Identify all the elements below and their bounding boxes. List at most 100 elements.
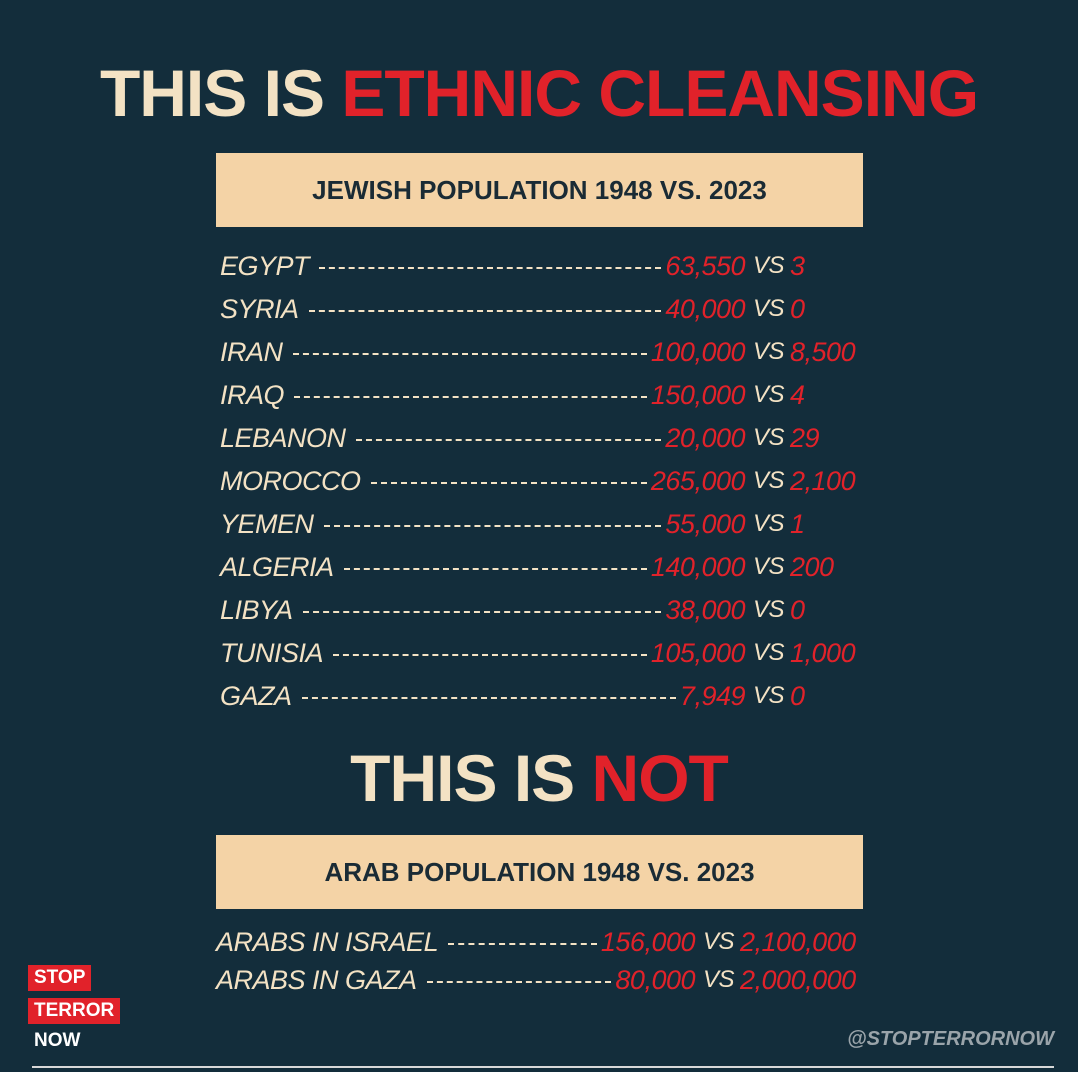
value-1948: 150,000 [650,379,746,410]
separator: VS [753,381,785,408]
title-lead: THIS IS [99,56,325,130]
row: ALGERIA 140,000 VS 200 [220,549,834,585]
leader [302,611,662,613]
row-left: ARABS IN ISRAEL 156,000 [216,926,696,958]
separator: VS [753,510,785,537]
leader [426,981,612,983]
value-1948: 40,000 [665,293,745,324]
value-1948: 105,000 [650,637,746,668]
row-left: EGYPT 63,550 [220,251,745,282]
place: ARABS IN ISRAEL [216,926,439,957]
value-1948: 100,000 [650,336,746,367]
row-left: LEBANON 20,000 [220,423,745,454]
value-2023: 8,500 [790,336,856,367]
separator: VS [753,252,785,279]
row: YEMEN 55,000 VS 1 [220,506,805,542]
value-1948: 265,000 [650,465,746,496]
row: ARABS IN ISRAEL 156,000 VS 2,100,000 [216,924,856,960]
subtitle-lead: THIS IS [350,741,575,815]
place: EGYPT [220,250,310,281]
place: LEBANON [220,422,346,453]
row-left: MOROCCO 265,000 [220,465,746,497]
leader [343,568,647,570]
place: LIBYA [220,594,293,625]
value-2023: 2,100 [790,465,856,496]
value-2023: 0 [790,293,805,324]
row: ARABS IN GAZA 80,000 VS 2,000,000 [216,962,856,998]
place: MOROCCO [220,465,361,496]
value-2023: 0 [790,594,805,625]
leader [448,943,597,945]
value-1948: 38,000 [665,594,745,625]
value-1948: 7,949 [679,680,746,711]
title: THIS IS ETHNIC CLEANSING [0,55,1078,131]
place: ALGERIA [220,551,334,582]
subtitle: THIS IS NOT [0,740,1078,816]
separator: VS [753,467,785,494]
logo-stop: STOP [28,965,92,991]
row: LIBYA 38,000 VS 0 [220,592,805,628]
value-1948: 140,000 [650,551,746,582]
value-2023: 4 [790,379,805,410]
row-left: ARABS IN GAZA 80,000 [216,965,695,996]
row: EGYPT 63,550 VS 3 [220,248,805,284]
place: GAZA [220,680,292,711]
value-1948: 156,000 [600,926,696,957]
row: MOROCCO 265,000 VS 2,100 [220,463,856,499]
row-left: TUNISIA 105,000 [220,637,746,669]
row-left: GAZA 7,949 [220,680,746,712]
row-left: LIBYA 38,000 [220,595,745,626]
separator: VS [753,338,785,365]
leader [370,482,647,484]
section-header: ARAB POPULATION 1948 VS. 2023 [216,835,863,909]
value-2023: 29 [790,422,820,453]
subtitle-highlight: NOT [591,741,729,815]
leader [301,697,676,699]
row: IRAN 100,000 VS 8,500 [220,334,856,370]
value-2023: 1 [790,508,805,539]
value-2023: 2,100,000 [740,926,856,957]
logo-now: NOW [34,1030,81,1051]
row: LEBANON 20,000 VS 29 [220,420,820,456]
value-2023: 2,000,000 [740,964,856,995]
place: IRAQ [220,379,285,410]
row: TUNISIA 105,000 VS 1,000 [220,635,856,671]
place: SYRIA [220,293,299,324]
value-1948: 55,000 [665,508,745,539]
leader [294,396,647,398]
leader [319,267,662,269]
leader [323,525,662,527]
handle: @STOPTERRORNOW [847,1028,1054,1050]
leader [292,353,647,355]
logo-terror: TERROR [28,998,121,1024]
leader [355,439,662,441]
row: IRAQ 150,000 VS 4 [220,377,805,413]
value-2023: 3 [790,250,805,281]
section-header: JEWISH POPULATION 1948 VS. 2023 [216,153,863,227]
row-left: SYRIA 40,000 [220,294,745,325]
value-1948: 63,550 [665,250,745,281]
separator: VS [753,639,785,666]
leader [333,654,647,656]
separator: VS [703,966,735,993]
leader [308,310,662,312]
row: SYRIA 40,000 VS 0 [220,291,805,327]
separator: VS [753,553,785,580]
separator: VS [753,682,785,709]
value-1948: 20,000 [665,422,745,453]
separator: VS [753,596,785,623]
place: IRAN [220,336,283,367]
separator: VS [753,424,785,451]
place: ARABS IN GAZA [216,964,417,995]
place: TUNISIA [220,637,324,668]
row-left: IRAN 100,000 [220,336,746,368]
row-left: YEMEN 55,000 [220,509,745,540]
place: YEMEN [220,508,314,539]
value-1948: 80,000 [615,964,695,995]
separator: VS [753,295,785,322]
row: GAZA 7,949 VS 0 [220,678,805,714]
row-left: IRAQ 150,000 [220,379,746,411]
bottom-rule [32,1066,1054,1068]
title-highlight: ETHNIC CLEANSING [341,56,979,130]
